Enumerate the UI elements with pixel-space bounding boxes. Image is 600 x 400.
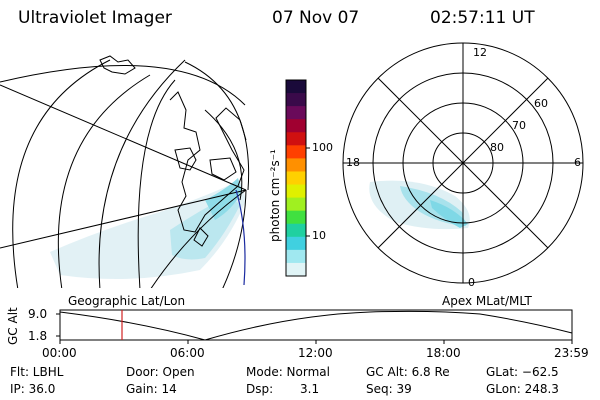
mlat-label-70: 70 bbox=[512, 119, 526, 132]
gc-alt-axis-title: GC Alt bbox=[6, 307, 20, 345]
x-tick-1200: 12:00 bbox=[298, 346, 333, 360]
apex-label: Apex MLat/MLT bbox=[442, 294, 532, 308]
colorbar-segment bbox=[286, 106, 306, 120]
geographic-label: Geographic Lat/Lon bbox=[68, 294, 186, 308]
filter-status: Flt: LBHL bbox=[10, 365, 64, 379]
mlt-label-6: 6 bbox=[574, 156, 581, 169]
colorbar-segment bbox=[286, 80, 306, 94]
colorbar-segment bbox=[286, 132, 306, 146]
mlat-label-80: 80 bbox=[490, 141, 504, 154]
seq-status: Seq: 39 bbox=[366, 382, 412, 396]
colorbar-segment bbox=[286, 236, 306, 251]
x-tick-0000: 00:00 bbox=[42, 346, 77, 360]
colorbar-unit-label: photon cm⁻²s⁻¹ bbox=[268, 149, 282, 242]
ip-status: IP: 36.0 bbox=[10, 382, 56, 396]
gc-alt-status: GC Alt: 6.8 Re bbox=[366, 365, 450, 379]
colorbar-segment bbox=[286, 184, 306, 199]
colorbar-segment bbox=[286, 171, 306, 186]
colorbar-segment bbox=[286, 145, 306, 159]
instrument-title: Ultraviolet Imager bbox=[18, 8, 172, 28]
date-label: 07 Nov 07 bbox=[272, 8, 360, 28]
time-label: 02:57:11 UT bbox=[430, 8, 535, 28]
colorbar-tick-10: 10 bbox=[312, 229, 326, 242]
geographic-map bbox=[0, 55, 250, 288]
mode-status: Mode: Normal bbox=[246, 365, 330, 379]
x-tick-2359: 23:59 bbox=[554, 346, 589, 360]
colorbar-tick-100: 100 bbox=[312, 141, 333, 154]
x-tick-1800: 18:00 bbox=[426, 346, 461, 360]
colorbar-segment bbox=[286, 197, 306, 212]
dsp-value: 3.1 bbox=[300, 382, 320, 396]
colorbar-segment bbox=[286, 210, 306, 225]
door-status: Door: Open bbox=[126, 365, 195, 379]
color-bar bbox=[285, 79, 310, 277]
mlt-label-12: 12 bbox=[473, 46, 487, 59]
colorbar-segment bbox=[286, 262, 306, 277]
dsp-status: Dsp: bbox=[246, 382, 274, 396]
colorbar-segment bbox=[286, 93, 306, 107]
glon-status: GLon: 248.3 bbox=[486, 382, 559, 396]
glat-status: GLat: −62.5 bbox=[486, 365, 559, 379]
polar-plot bbox=[342, 42, 584, 284]
y-tick-1-8: 1.8 bbox=[28, 329, 48, 343]
gain-status: Gain: 14 bbox=[126, 382, 177, 396]
colorbar-segment bbox=[286, 249, 306, 264]
mlt-label-18: 18 bbox=[346, 156, 360, 169]
x-tick-0600: 06:00 bbox=[170, 346, 205, 360]
y-tick-9: 9.0 bbox=[28, 307, 48, 321]
colorbar-segment bbox=[286, 158, 306, 172]
mlat-label-60: 60 bbox=[534, 97, 548, 110]
colorbar-segment bbox=[286, 119, 306, 133]
colorbar-frame bbox=[285, 79, 307, 277]
mlt-label-0: 0 bbox=[468, 276, 475, 289]
colorbar-segment bbox=[286, 223, 306, 238]
timeline-plot bbox=[56, 309, 573, 344]
